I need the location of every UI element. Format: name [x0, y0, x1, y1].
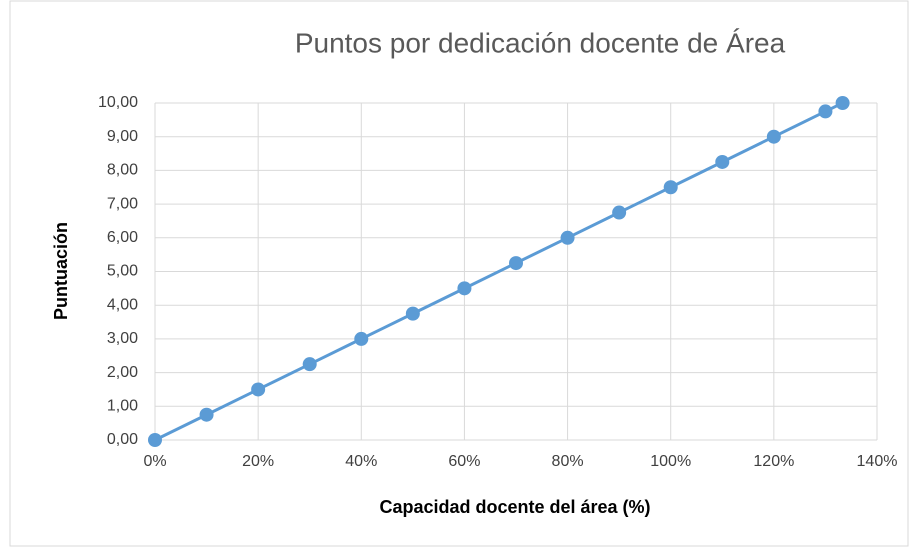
- y-tick-label: 9,00: [107, 128, 138, 145]
- x-tick-label: 80%: [552, 453, 584, 470]
- x-tick-label: 140%: [857, 453, 898, 470]
- data-point: [612, 205, 627, 220]
- x-tick-label: 120%: [753, 453, 794, 470]
- x-axis-label: Capacidad docente del área (%): [379, 497, 650, 517]
- y-tick-label: 2,00: [107, 364, 138, 381]
- x-tick-label: 60%: [448, 453, 480, 470]
- data-point: [835, 96, 850, 110]
- chart-frame: [9, 0, 909, 547]
- data-point: [405, 306, 420, 321]
- y-tick-label: 6,00: [107, 229, 138, 246]
- x-tick-label: 0%: [143, 453, 166, 470]
- x-tick-label: 100%: [650, 453, 691, 470]
- y-axis-label: Puntuación: [51, 222, 71, 320]
- data-point: [663, 180, 678, 195]
- data-point: [251, 382, 266, 397]
- data-point: [715, 154, 730, 169]
- y-tick-label: 7,00: [107, 195, 138, 212]
- chart-title: Puntos por dedicación docente de Área: [295, 27, 786, 58]
- data-point: [560, 230, 575, 245]
- data-point: [509, 256, 523, 271]
- data-point: [818, 104, 833, 119]
- data-point: [199, 407, 214, 422]
- y-tick-label: 8,00: [107, 162, 138, 179]
- y-tick-label: 4,00: [107, 296, 138, 313]
- y-tick-label: 10,00: [98, 94, 138, 111]
- data-point: [354, 331, 369, 346]
- x-tick-label: 20%: [242, 453, 274, 470]
- y-tick-label: 5,00: [107, 263, 138, 280]
- data-point: [302, 357, 317, 372]
- data-point: [457, 281, 472, 296]
- y-tick-label: 3,00: [107, 330, 138, 347]
- y-tick-label: 1,00: [107, 398, 138, 415]
- data-point: [766, 129, 781, 144]
- x-tick-label: 40%: [345, 453, 377, 470]
- data-point: [148, 433, 162, 447]
- y-tick-label: 0,00: [107, 431, 138, 448]
